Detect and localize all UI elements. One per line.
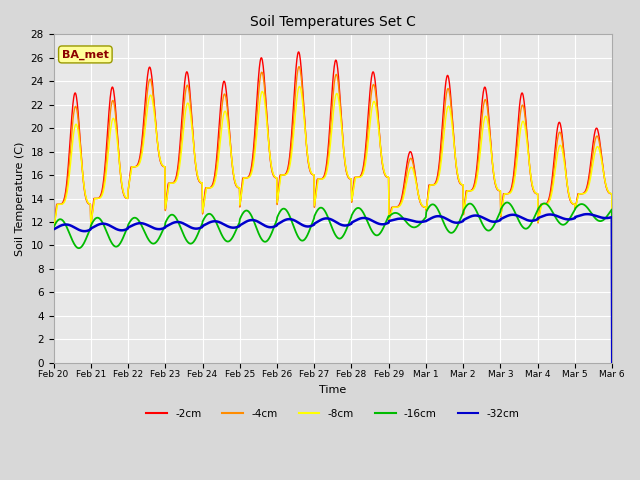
Y-axis label: Soil Temperature (C): Soil Temperature (C) — [15, 141, 25, 256]
X-axis label: Time: Time — [319, 385, 346, 395]
Title: Soil Temperatures Set C: Soil Temperatures Set C — [250, 15, 416, 29]
Legend: -2cm, -4cm, -8cm, -16cm, -32cm: -2cm, -4cm, -8cm, -16cm, -32cm — [142, 405, 524, 423]
Text: BA_met: BA_met — [62, 49, 109, 60]
